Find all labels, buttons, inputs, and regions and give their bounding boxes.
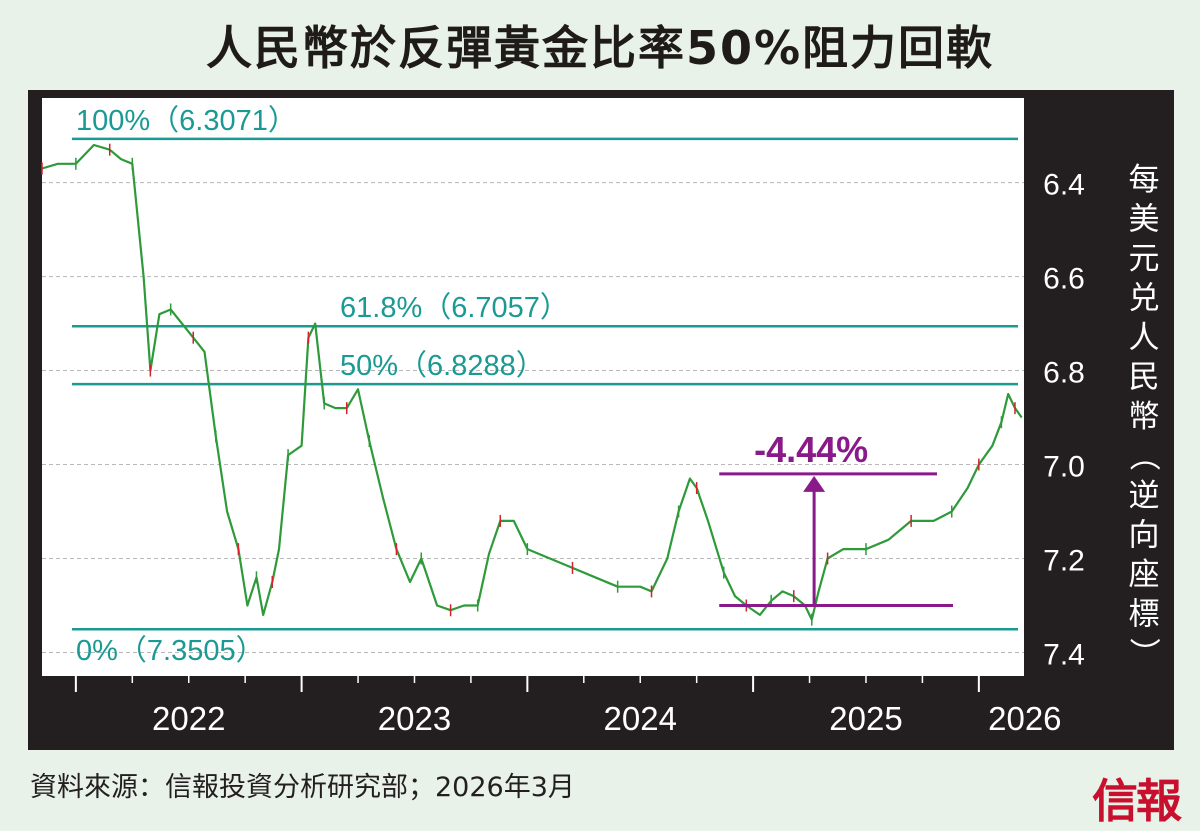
x-tick-label: 2025 bbox=[829, 700, 902, 737]
y-axis-title-char: 標 bbox=[1129, 597, 1160, 633]
y-axis-title-char: 兑 bbox=[1129, 281, 1160, 317]
fib-level-label: 0%（7.3505） bbox=[76, 635, 265, 667]
y-tick-label: 6.6 bbox=[1043, 263, 1085, 296]
chart-svg: 6.4 6.6 6.8 7.0 7.2 7.4 2022 2023 2024 2025 2026 10… bbox=[41, 98, 1161, 737]
y-axis-title-char: 幣 bbox=[1129, 399, 1160, 435]
y-axis-title-char: 向 bbox=[1129, 518, 1160, 554]
fib-level-label: 61.8%（6.7057） bbox=[340, 292, 569, 324]
y-tick-label: 6.4 bbox=[1043, 169, 1085, 202]
fib-level-label: 100%（6.3071） bbox=[76, 105, 297, 137]
source-note: 資料來源：信報投資分析研究部；2026年3月 bbox=[30, 772, 575, 803]
y-tick-label: 7.4 bbox=[1043, 639, 1085, 672]
y-tick-label: 7.0 bbox=[1043, 451, 1085, 484]
fib-level-label: 50%（6.8288） bbox=[340, 350, 545, 382]
y-tick-label: 7.2 bbox=[1043, 545, 1085, 578]
plot-area bbox=[42, 98, 1024, 676]
usdcny-series-line bbox=[41, 143, 1023, 621]
hkej-logo: 信報 bbox=[1092, 774, 1182, 828]
y-axis-title-char: 逆 bbox=[1129, 478, 1160, 514]
y-axis-title-char: （ bbox=[1125, 440, 1161, 471]
y-axis-title-char: 民 bbox=[1129, 360, 1160, 396]
y-axis-title-char: 人 bbox=[1129, 320, 1160, 356]
chart-frame: 6.4 6.6 6.8 7.0 7.2 7.4 2022 2023 2024 2025 2026 10… bbox=[28, 90, 1174, 750]
x-tick-label: 2024 bbox=[604, 700, 677, 737]
y-axis-title-char: 美 bbox=[1129, 202, 1160, 238]
x-tick-label: 2022 bbox=[152, 700, 225, 737]
y-axis-title-char: 每 bbox=[1129, 162, 1160, 198]
y-tick-label: 6.8 bbox=[1043, 357, 1085, 390]
x-tick-label: 2026 bbox=[988, 700, 1061, 737]
annotation-label: -4.44% bbox=[754, 429, 868, 470]
annotation-arrow-head bbox=[803, 475, 826, 492]
y-axis-title-char: ） bbox=[1125, 638, 1161, 669]
y-axis-title-char: 座 bbox=[1129, 557, 1160, 593]
x-tick-label: 2023 bbox=[378, 700, 451, 737]
chart-title: 人民幣於反彈黃金比率50%阻力回軟 bbox=[205, 21, 995, 75]
y-axis-title-char: 元 bbox=[1129, 241, 1160, 277]
